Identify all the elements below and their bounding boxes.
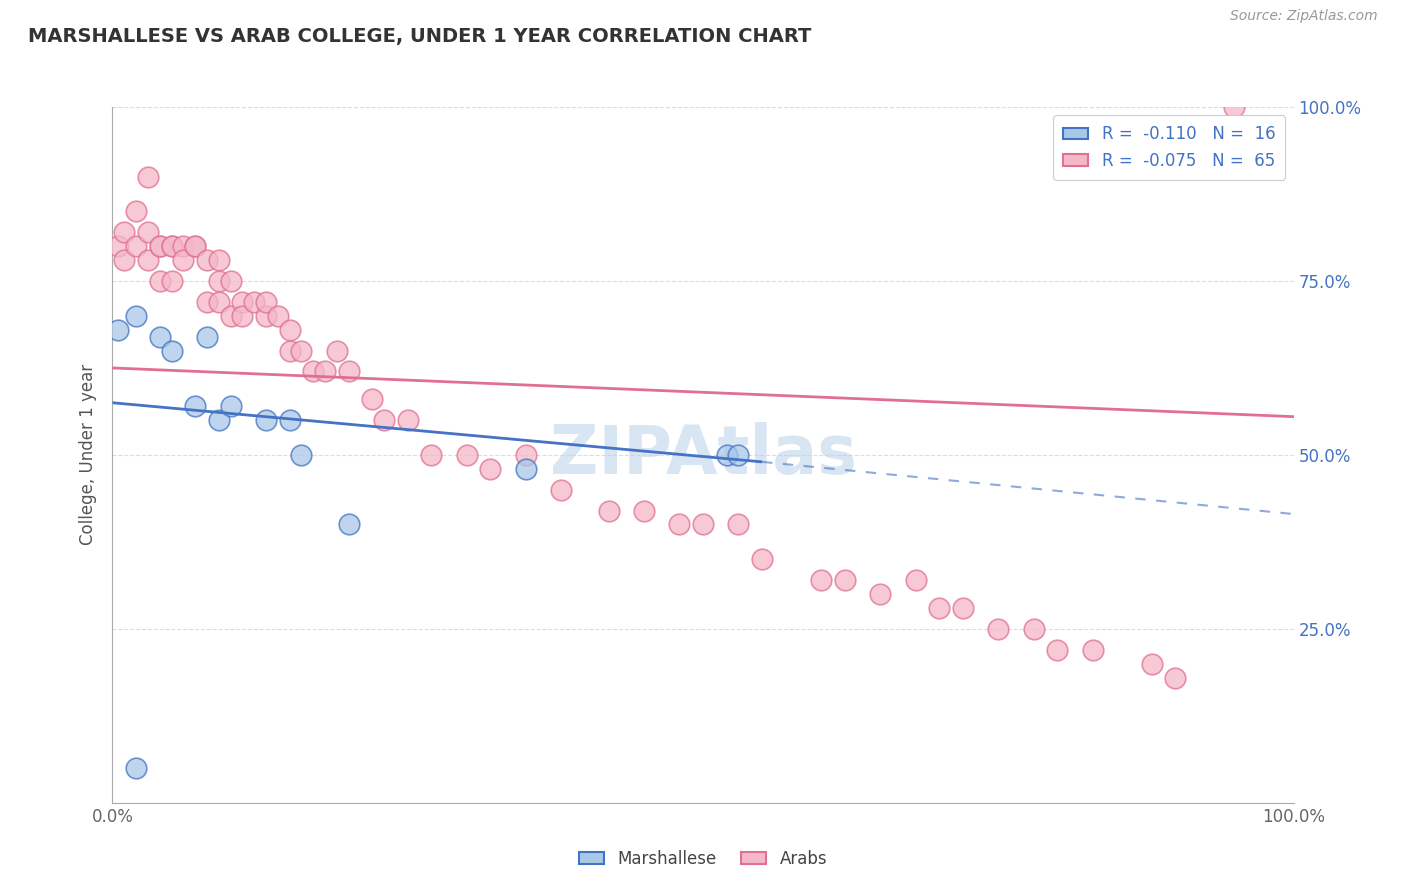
Point bbox=[184, 399, 207, 413]
Point bbox=[149, 239, 172, 253]
Point bbox=[869, 587, 891, 601]
Y-axis label: College, Under 1 year: College, Under 1 year bbox=[79, 364, 97, 546]
Point bbox=[1081, 642, 1104, 657]
Point bbox=[952, 601, 974, 615]
Point bbox=[219, 309, 242, 323]
Point bbox=[125, 204, 148, 219]
Point bbox=[515, 448, 537, 462]
Legend: Marshallese, Arabs: Marshallese, Arabs bbox=[572, 843, 834, 874]
Point bbox=[208, 294, 231, 309]
Point bbox=[633, 503, 655, 517]
Point bbox=[184, 239, 207, 253]
Point bbox=[195, 253, 218, 268]
Point bbox=[337, 517, 360, 532]
Point bbox=[160, 239, 183, 253]
Point bbox=[834, 573, 856, 587]
Point bbox=[1164, 671, 1187, 685]
Point bbox=[136, 225, 159, 239]
Point bbox=[337, 364, 360, 378]
Point bbox=[254, 294, 277, 309]
Point bbox=[361, 392, 384, 407]
Point bbox=[278, 413, 301, 427]
Point bbox=[550, 483, 572, 497]
Point bbox=[112, 225, 135, 239]
Point bbox=[149, 329, 172, 343]
Text: ZIPAtlas: ZIPAtlas bbox=[550, 422, 856, 488]
Point bbox=[208, 274, 231, 288]
Point bbox=[302, 364, 325, 378]
Point bbox=[727, 517, 749, 532]
Point bbox=[208, 413, 231, 427]
Point bbox=[107, 239, 129, 253]
Text: Source: ZipAtlas.com: Source: ZipAtlas.com bbox=[1230, 9, 1378, 23]
Point bbox=[267, 309, 290, 323]
Point bbox=[290, 343, 312, 358]
Point bbox=[904, 573, 927, 587]
Point bbox=[1022, 622, 1045, 636]
Point bbox=[373, 413, 395, 427]
Point bbox=[172, 253, 194, 268]
Point bbox=[456, 448, 478, 462]
Point bbox=[195, 294, 218, 309]
Point bbox=[396, 413, 419, 427]
Point bbox=[219, 399, 242, 413]
Point bbox=[727, 448, 749, 462]
Point bbox=[290, 448, 312, 462]
Point bbox=[160, 239, 183, 253]
Point bbox=[278, 323, 301, 337]
Point bbox=[125, 309, 148, 323]
Point bbox=[195, 329, 218, 343]
Point bbox=[160, 274, 183, 288]
Point bbox=[184, 239, 207, 253]
Point bbox=[219, 274, 242, 288]
Point bbox=[314, 364, 336, 378]
Point bbox=[326, 343, 349, 358]
Point bbox=[420, 448, 443, 462]
Point bbox=[136, 169, 159, 184]
Point bbox=[716, 448, 738, 462]
Point bbox=[1046, 642, 1069, 657]
Point bbox=[112, 253, 135, 268]
Point bbox=[692, 517, 714, 532]
Point bbox=[751, 552, 773, 566]
Point bbox=[136, 253, 159, 268]
Point bbox=[254, 309, 277, 323]
Point bbox=[125, 239, 148, 253]
Point bbox=[243, 294, 266, 309]
Point bbox=[810, 573, 832, 587]
Point bbox=[515, 462, 537, 476]
Point bbox=[668, 517, 690, 532]
Point bbox=[278, 343, 301, 358]
Point bbox=[160, 343, 183, 358]
Point bbox=[231, 294, 253, 309]
Point bbox=[172, 239, 194, 253]
Point bbox=[208, 253, 231, 268]
Point bbox=[231, 309, 253, 323]
Point bbox=[1223, 100, 1246, 114]
Text: MARSHALLESE VS ARAB COLLEGE, UNDER 1 YEAR CORRELATION CHART: MARSHALLESE VS ARAB COLLEGE, UNDER 1 YEA… bbox=[28, 27, 811, 45]
Point bbox=[125, 761, 148, 775]
Point bbox=[254, 413, 277, 427]
Point bbox=[149, 239, 172, 253]
Point bbox=[1140, 657, 1163, 671]
Point bbox=[987, 622, 1010, 636]
Point bbox=[479, 462, 502, 476]
Point bbox=[149, 274, 172, 288]
Point bbox=[928, 601, 950, 615]
Point bbox=[598, 503, 620, 517]
Point bbox=[107, 323, 129, 337]
